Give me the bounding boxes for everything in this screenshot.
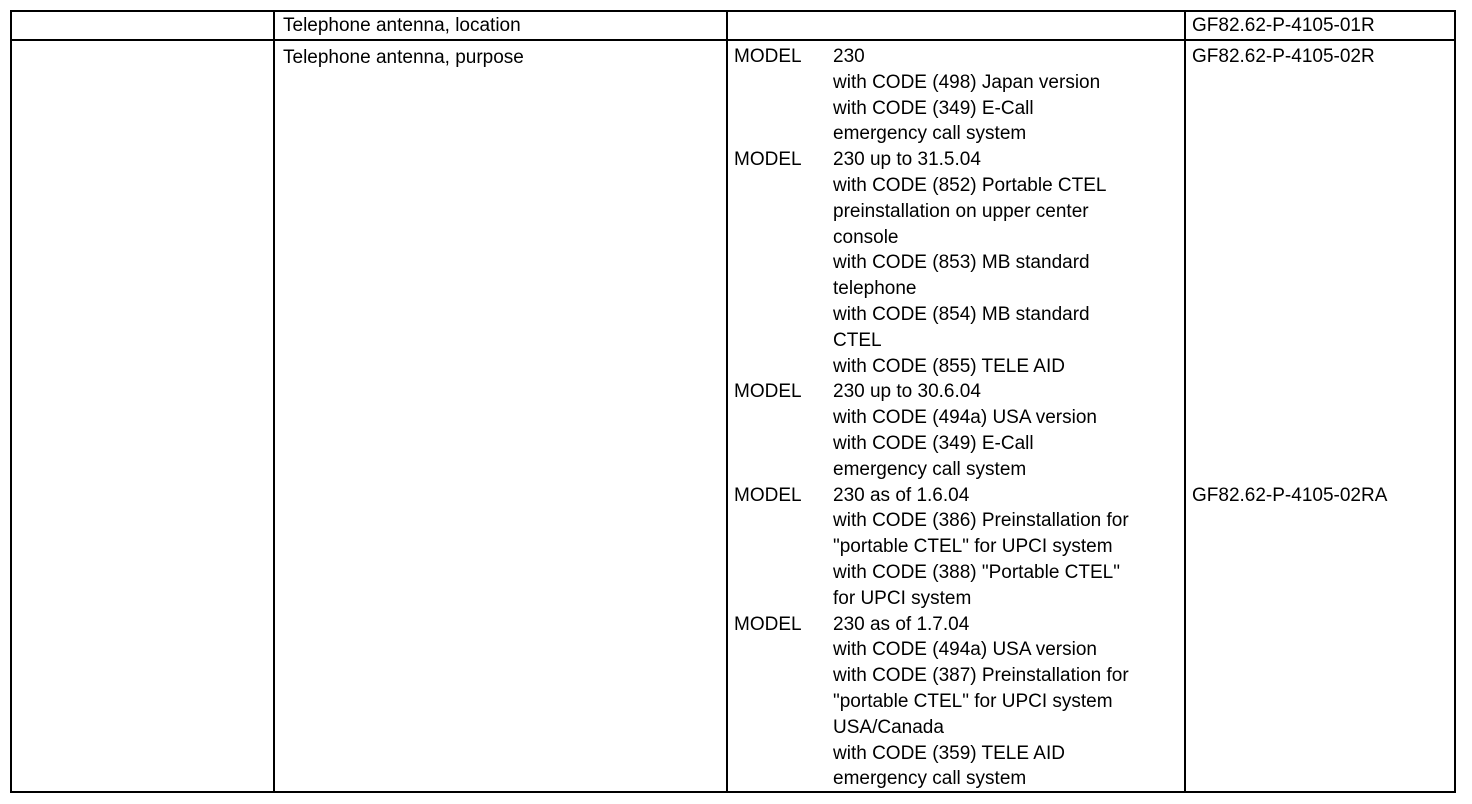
model-desc-line: preinstallation on upper center: [833, 200, 1089, 222]
model-desc-line: 230 as of 1.6.04: [833, 484, 970, 506]
doc-code: GF82.62-P-4105-02R: [1192, 46, 1375, 67]
empty-models-cell: [726, 12, 1184, 39]
model-desc-line: emergency call system: [833, 768, 1027, 790]
spec-table: Telephone antenna, location GF82.62-P-41…: [10, 10, 1456, 793]
empty-cell: [12, 41, 273, 792]
model-desc-line: "portable CTEL" for UPCI system: [833, 690, 1113, 712]
model-desc-line: with CODE (349) E-Call: [833, 97, 1034, 119]
model-desc-line: 230: [833, 46, 865, 67]
model-label: MODEL: [734, 613, 802, 635]
model-desc-line: with CODE (855) TELE AID: [833, 355, 1065, 377]
model-desc-line: telephone: [833, 278, 917, 300]
model-label: MODEL: [734, 484, 802, 506]
model-group: MODEL 230 as of 1.6.04 with CODE (386) Pre…: [734, 483, 1184, 612]
model-label: MODEL: [734, 149, 802, 171]
model-desc-line: 230 up to 31.5.04: [833, 149, 981, 171]
model-desc-line: with CODE (349) E-Call: [833, 432, 1034, 454]
model-desc: 230 as of 1.6.04 with CODE (386) Preinsta…: [833, 483, 1184, 612]
model-desc-line: USA/Canada: [833, 716, 944, 738]
doc-code-cell: GF82.62-P-4105-01R: [1184, 12, 1454, 39]
model-desc-line: with CODE (854) MB standard: [833, 303, 1090, 325]
model-desc: 230 with CODE (498) Japan version with COD…: [833, 44, 1184, 147]
model-group: MODEL 230 up to 30.6.04 with CODE (494a) U…: [734, 379, 1184, 482]
model-desc-line: 230 up to 30.6.04: [833, 381, 981, 403]
model-desc-line: with CODE (494a) USA version: [833, 407, 1097, 429]
model-desc: 230 up to 30.6.04 with CODE (494a) USA ve…: [833, 379, 1184, 482]
model-desc: 230 as of 1.7.04 with CODE (494a) USA ver…: [833, 612, 1184, 793]
model-desc-line: emergency call system: [833, 458, 1027, 480]
model-desc-line: with CODE (852) Portable CTEL: [833, 174, 1107, 196]
table-row-purpose: Telephone antenna, purpose MODEL 230 with …: [12, 41, 1454, 793]
model-desc-line: with CODE (494a) USA version: [833, 639, 1097, 661]
model-label: MODEL: [734, 381, 802, 403]
model-desc-line: "portable CTEL" for UPCI system: [833, 536, 1113, 558]
model-group: MODEL 230 as of 1.7.04 with CODE (494a) US…: [734, 612, 1184, 793]
table-row-location: Telephone antenna, location GF82.62-P-41…: [12, 12, 1454, 41]
model-desc-line: emergency call system: [833, 123, 1027, 145]
model-desc-line: with CODE (853) MB standard: [833, 252, 1090, 274]
model-desc-line: with CODE (359) TELE AID: [833, 742, 1065, 764]
model-desc-line: 230 as of 1.7.04: [833, 613, 970, 635]
row-title: Telephone antenna, purpose: [273, 41, 726, 793]
model-desc-line: with CODE (386) Preinstallation for: [833, 510, 1129, 532]
model-group: MODEL 230 with CODE (498) Japan version wit…: [734, 44, 1184, 147]
model-desc-line: CTEL: [833, 329, 882, 351]
model-desc-line: with CODE (388) "Portable CTEL": [833, 561, 1120, 583]
model-desc-line: with CODE (498) Japan version: [833, 71, 1101, 93]
doc-code: GF82.62-P-4105-02RA: [1192, 485, 1388, 506]
model-desc-line: console: [833, 226, 899, 248]
model-group: MODEL 230 up to 31.5.04 with CODE (852) Po…: [734, 147, 1184, 379]
empty-cell: [12, 12, 273, 39]
model-desc: 230 up to 31.5.04 with CODE (852) Portabl…: [833, 147, 1184, 379]
model-label: MODEL: [734, 46, 802, 67]
model-desc-line: with CODE (387) Preinstallation for: [833, 665, 1129, 687]
codes-cell: GF82.62-P-4105-02R GF82.62-P-4105-02RA: [1184, 41, 1454, 793]
model-desc-line: for UPCI system: [833, 587, 972, 609]
row-title: Telephone antenna, location: [273, 12, 726, 39]
models-cell: MODEL 230 with CODE (498) Japan version wit…: [726, 41, 1184, 793]
